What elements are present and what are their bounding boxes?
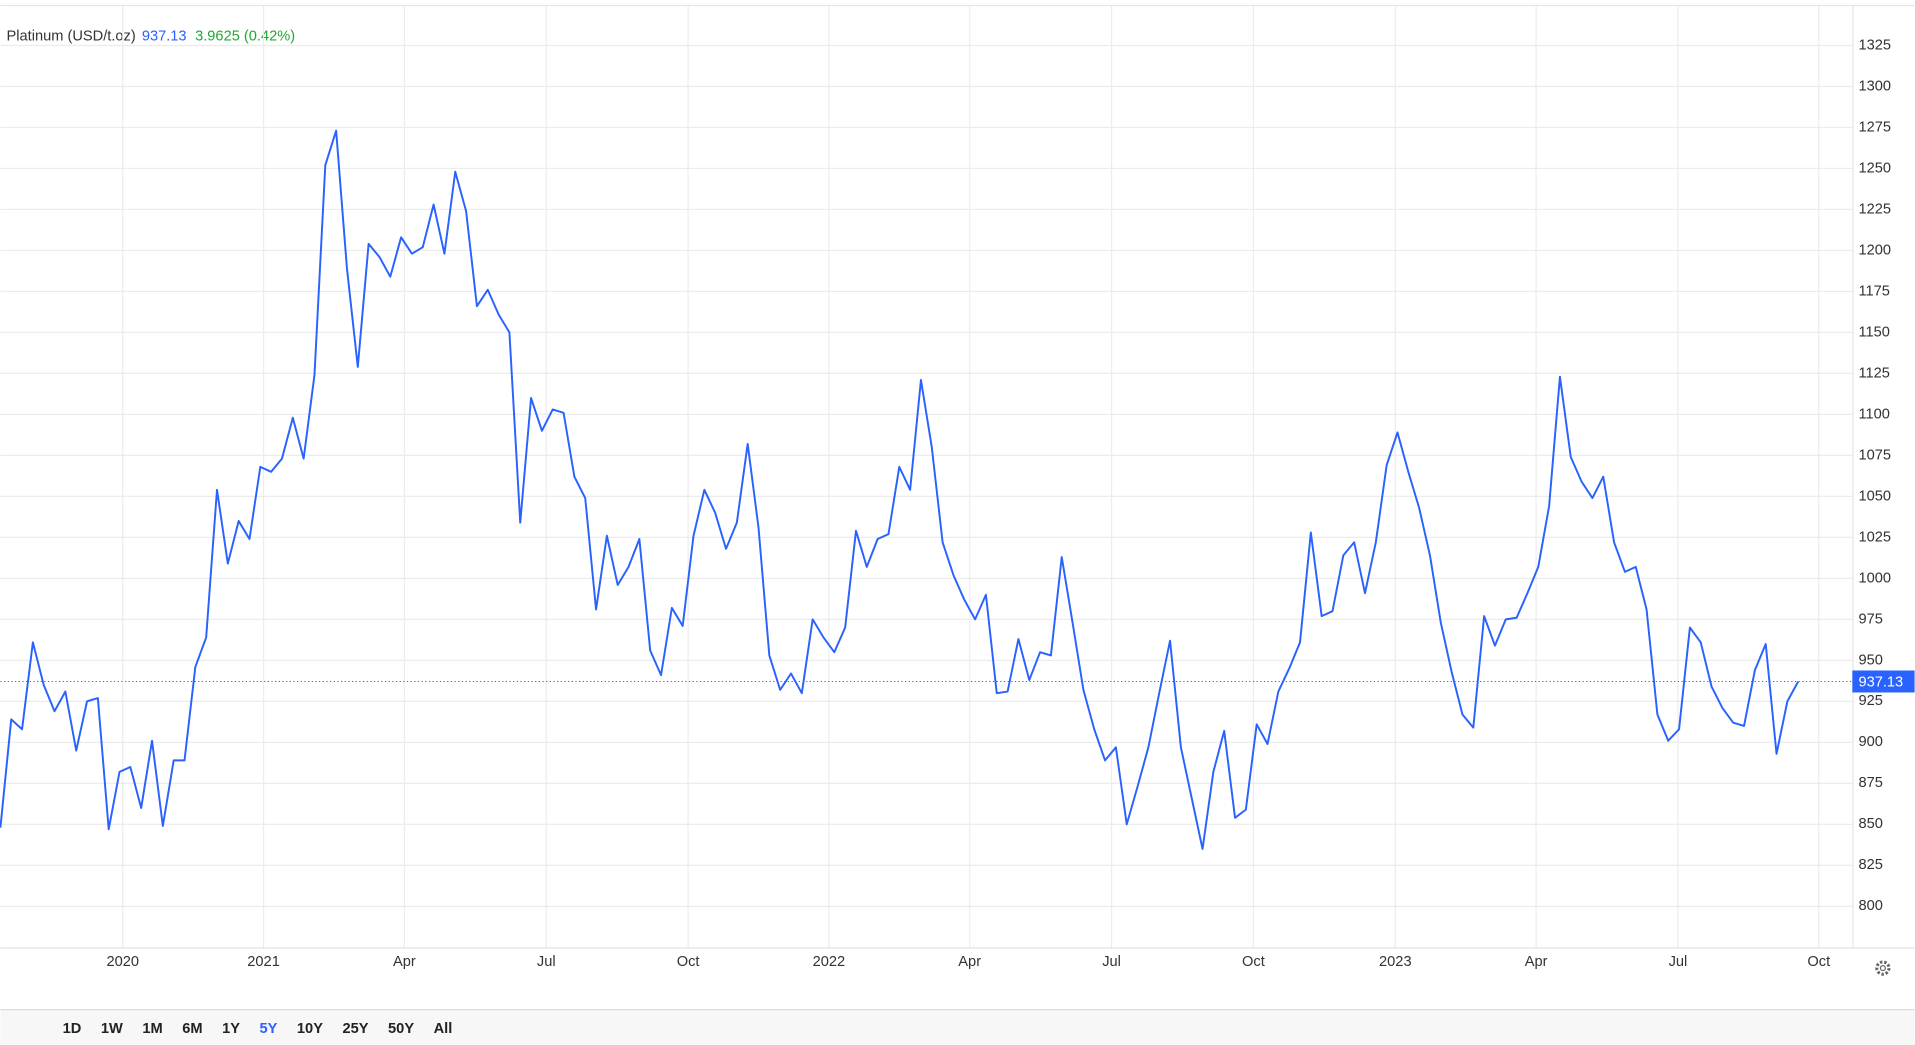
chart-title: Platinum (USD/t.oz) bbox=[7, 28, 136, 44]
y-tick-label: 1325 bbox=[1858, 37, 1891, 53]
y-tick-label: 1150 bbox=[1858, 324, 1889, 340]
y-tick-label: 1200 bbox=[1858, 242, 1891, 258]
y-tick-label: 1075 bbox=[1858, 447, 1891, 463]
y-tick-label: 1000 bbox=[1858, 570, 1891, 586]
y-tick-label: 1300 bbox=[1858, 78, 1891, 94]
y-tick-label: 825 bbox=[1858, 857, 1882, 873]
price-change: 3.9625 (0.42%) bbox=[195, 28, 295, 44]
x-tick-label: 2021 bbox=[247, 954, 280, 970]
price-line bbox=[0, 129, 1800, 850]
y-tick-label: 1025 bbox=[1858, 529, 1891, 545]
y-tick-label: 1175 bbox=[1858, 283, 1889, 299]
y-tick-label: 975 bbox=[1858, 611, 1882, 627]
y-tick-label: 925 bbox=[1858, 693, 1882, 709]
last-price: 937.13 bbox=[142, 28, 187, 44]
x-tick-label: Apr bbox=[393, 954, 416, 970]
range-button[interactable]: 25Y bbox=[342, 1021, 368, 1037]
y-tick-label: 875 bbox=[1858, 775, 1882, 791]
last-price-label: 937.13 bbox=[1858, 675, 1903, 691]
y-tick-label: 1225 bbox=[1858, 201, 1891, 217]
x-tick-label: Jul bbox=[1669, 954, 1688, 970]
gear[interactable] bbox=[1875, 960, 1891, 976]
range-button[interactable]: 5Y bbox=[260, 1021, 278, 1037]
y-tick-label: 1050 bbox=[1858, 488, 1891, 504]
x-tick-label: Jul bbox=[537, 954, 556, 970]
x-tick-label: Oct bbox=[677, 954, 700, 970]
x-tick-label: Oct bbox=[1242, 954, 1265, 970]
x-tick-label: Apr bbox=[1525, 954, 1548, 970]
x-tick-label: 2022 bbox=[813, 954, 846, 970]
x-tick-label: Jul bbox=[1102, 954, 1121, 970]
gear-hole[interactable] bbox=[1879, 965, 1886, 972]
y-tick-label: 1250 bbox=[1858, 160, 1891, 176]
grid bbox=[0, 6, 1853, 948]
y-tick-label: 950 bbox=[1858, 652, 1882, 668]
y-tick-label: 850 bbox=[1858, 816, 1882, 832]
x-tick-label: 2020 bbox=[107, 954, 140, 970]
settings-icon[interactable] bbox=[1875, 960, 1891, 976]
y-tick-label: 1125 bbox=[1858, 365, 1889, 381]
y-tick-label: 1275 bbox=[1858, 119, 1891, 135]
y-tick-label: 1100 bbox=[1858, 406, 1889, 422]
range-button[interactable]: 1M bbox=[142, 1021, 162, 1037]
range-button[interactable]: 1W bbox=[101, 1021, 123, 1037]
range-bar bbox=[0, 1009, 1915, 1045]
x-tick-label: Oct bbox=[1807, 954, 1830, 970]
last-price-badge bbox=[1852, 670, 1915, 693]
y-tick-label: 800 bbox=[1858, 898, 1882, 914]
range-button[interactable]: 50Y bbox=[388, 1021, 414, 1037]
range-button[interactable]: 1D bbox=[63, 1021, 82, 1037]
range-button[interactable]: All bbox=[434, 1021, 453, 1037]
range-button[interactable]: 6M bbox=[182, 1021, 202, 1037]
range-button[interactable]: 10Y bbox=[297, 1021, 323, 1037]
range-button[interactable]: 1Y bbox=[222, 1021, 240, 1037]
y-tick-label: 900 bbox=[1858, 734, 1882, 750]
x-tick-label: Apr bbox=[958, 954, 981, 970]
x-tick-label: 2023 bbox=[1379, 954, 1412, 970]
